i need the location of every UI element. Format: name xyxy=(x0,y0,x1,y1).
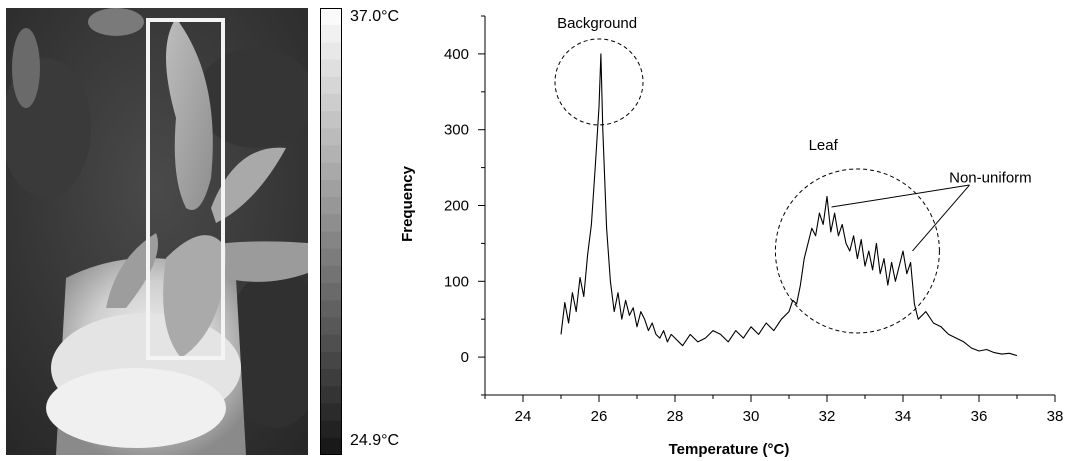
x-tick-label: 32 xyxy=(819,408,836,425)
colorbar-step xyxy=(320,179,342,198)
chart-axes xyxy=(484,16,1055,396)
colorbar-step xyxy=(320,145,342,164)
thermal-leaf-top xyxy=(166,18,213,210)
y-tick-label: 0 xyxy=(461,349,469,366)
thermal-image xyxy=(6,8,308,455)
x-tick-label: 36 xyxy=(971,408,988,425)
colorbar-step xyxy=(320,197,342,215)
colorbar-step xyxy=(320,76,342,95)
colorbar-step xyxy=(320,283,342,301)
colorbar-step xyxy=(320,59,342,78)
thermal-leaf-lower xyxy=(163,235,226,358)
colorbar-step xyxy=(320,369,342,387)
colorbar-step xyxy=(320,8,342,26)
x-tick-label: 28 xyxy=(667,408,684,425)
colorbar-step xyxy=(320,25,342,43)
annotation-leaf: Leaf xyxy=(809,137,839,154)
colorbar-step xyxy=(320,231,342,250)
annotation-background: Background xyxy=(557,15,637,32)
colorbar-step xyxy=(320,42,342,61)
chart-annotations: Background Leaf Non-uniform xyxy=(554,15,1032,334)
colorbar-step xyxy=(320,420,342,439)
x-tick-label: 38 xyxy=(1047,408,1064,425)
y-tick-label: 200 xyxy=(444,198,469,215)
colorbar-border xyxy=(320,8,342,455)
colorbar-step xyxy=(320,351,342,370)
y-axis-label: Frequency xyxy=(399,165,416,242)
temperature-histogram-chart: 24 26 28 30 32 34 36 38 0 100 200 300 400 Background… xyxy=(399,15,1064,458)
x-axis-label: Temperature (°C) xyxy=(669,441,790,458)
colorbar-max-label: 37.0°C xyxy=(350,8,400,25)
y-tick-label: 400 xyxy=(444,46,469,63)
colorbar-step xyxy=(320,248,342,267)
colorbar-step xyxy=(320,265,342,284)
x-tick-label: 26 xyxy=(591,408,608,425)
colorbar-step xyxy=(320,386,342,404)
colorbar-step xyxy=(320,214,342,232)
colorbar-step xyxy=(320,300,342,318)
colorbar-step xyxy=(320,403,342,422)
y-tick-label: 300 xyxy=(444,122,469,139)
background-highlight-circle xyxy=(554,38,644,126)
x-tick-label: 34 xyxy=(895,408,912,425)
x-tick-label: 24 xyxy=(515,408,532,425)
colorbar-min-label: 24.9°C xyxy=(350,432,400,449)
colorbar-step xyxy=(320,162,342,181)
non-uniform-pointer-line xyxy=(912,184,970,252)
non-uniform-pointer-line xyxy=(831,184,970,208)
colorbar-step xyxy=(320,334,342,353)
leaf-highlight-circle xyxy=(774,168,940,334)
colorbar-step xyxy=(320,317,342,336)
annotation-non-uniform: Non-uniform xyxy=(949,169,1032,186)
y-tick-label: 100 xyxy=(444,273,469,290)
colorbar-step xyxy=(320,111,342,129)
thermal-leaf-right xyxy=(211,147,286,223)
chart-series xyxy=(560,53,1018,357)
colorbar-step xyxy=(320,93,342,112)
temperature-colorbar xyxy=(320,8,342,455)
chart-ticks: 24 26 28 30 32 34 36 38 0 100 200 300 400 xyxy=(444,15,1064,425)
thermal-image-panel xyxy=(6,8,308,455)
colorbar-step xyxy=(320,128,342,147)
frequency-series-line xyxy=(560,53,1018,357)
colorbar-step xyxy=(320,437,342,455)
leaf-roi-rectangle xyxy=(146,18,225,360)
x-tick-label: 30 xyxy=(743,408,760,425)
